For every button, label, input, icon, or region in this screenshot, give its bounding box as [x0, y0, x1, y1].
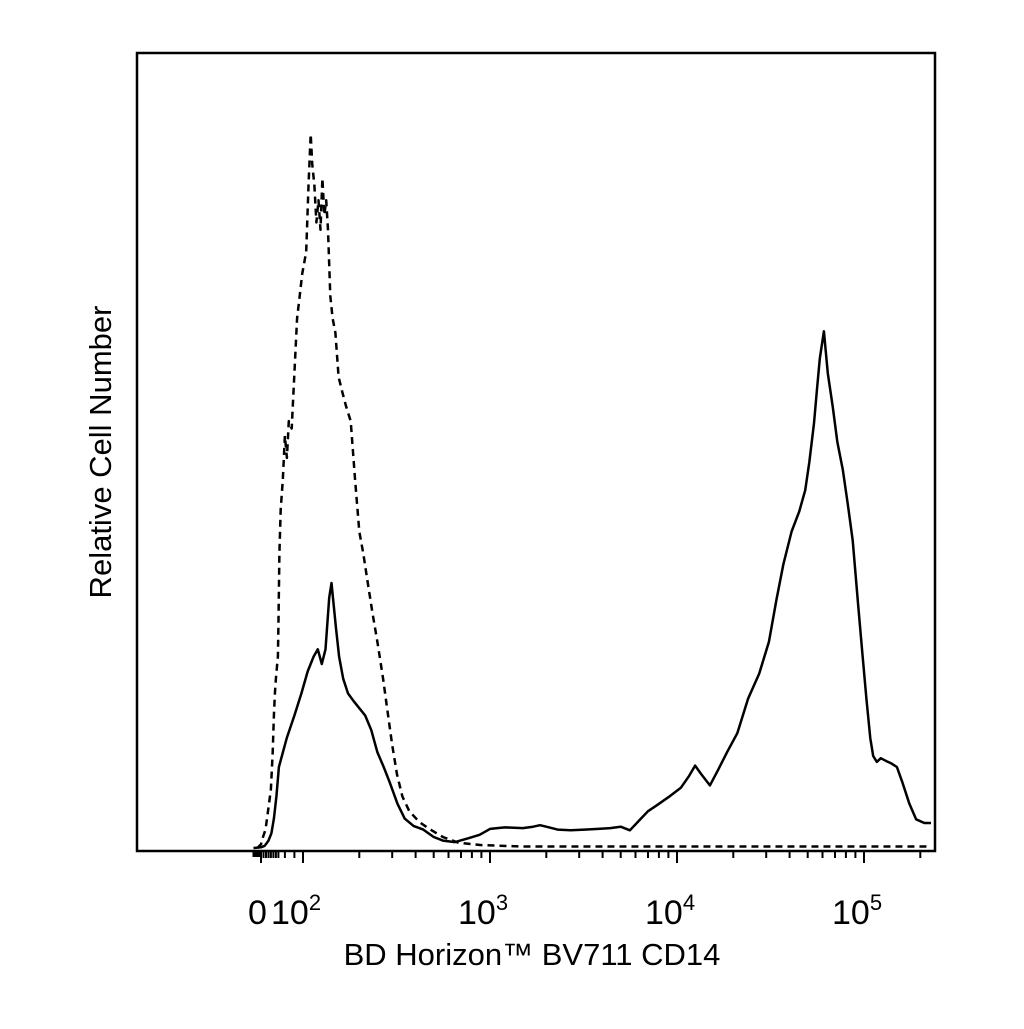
x-tick-label: 0 [248, 894, 267, 932]
x-axis-tick-labels: 0 102 103 104 105 [248, 890, 882, 932]
x-tick-label: 104 [645, 890, 695, 932]
series-layer [253, 132, 931, 850]
series-line-dashed [256, 132, 931, 849]
x-axis-ticks [252, 851, 922, 863]
x-tick-label: 103 [458, 890, 508, 932]
x-axis-title: BD Horizon™ BV711 CD14 [344, 937, 721, 972]
series-line-solid [253, 330, 931, 850]
x-tick-label: 105 [832, 890, 882, 932]
x-tick-label: 102 [271, 890, 321, 932]
plot-frame [135, 51, 937, 853]
y-axis-title: Relative Cell Number [83, 306, 118, 599]
